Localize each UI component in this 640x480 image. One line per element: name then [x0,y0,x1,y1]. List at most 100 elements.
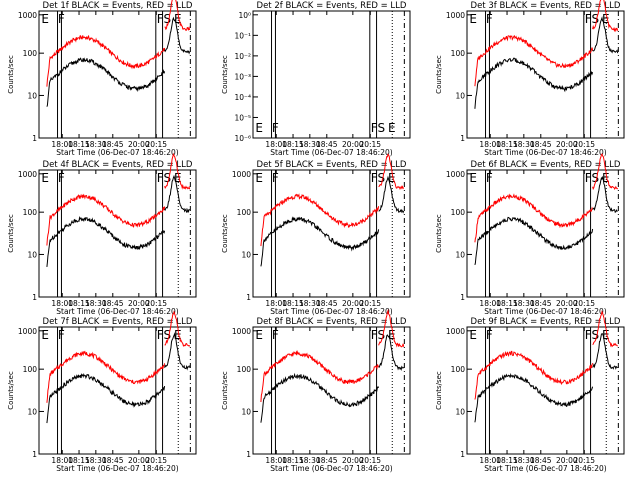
flare-label: FS [157,12,171,26]
plot-frame [466,169,625,298]
events-series-line [378,175,405,214]
lld-series-line [46,350,166,403]
x-tick-label: 20:15 [145,140,167,149]
y-axis-label: Counts/sec [7,55,15,94]
flare-label: F [486,328,493,342]
x-tick-label: 18:15 [68,140,90,149]
y-tick-label: 10 [455,407,465,416]
chart-panel-8: Det 8f BLACK = Events, RED = LLD Counts/s… [221,308,411,473]
flare-label: FS [585,12,599,26]
x-axis-label: Start Time (06-Dec-07 18:46:20) [484,307,606,316]
y-tick-label: 10 [27,407,37,416]
events-series-line [164,332,191,371]
flare-label: E [388,121,396,135]
x-tick-label: 20:15 [573,140,595,149]
x-axis-label: Start Time (06-Dec-07 18:46:20) [56,464,178,473]
chart-panel-3: Det 3f BLACK = Events, RED = LLD Counts/s… [435,0,625,157]
x-tick-label: 18:30 [85,299,107,308]
y-tick-label: 1 [460,450,465,459]
lld-series-line [164,310,191,347]
events-series-line [592,16,619,54]
x-tick-label: 18:30 [513,456,535,465]
flare-label: F [486,12,493,26]
x-tick-label: 18:45 [530,299,552,308]
y-tick-label: 10 [241,250,251,259]
chart-title: Det 9f BLACK = Events, RED = LLD [471,317,621,327]
y-tick-label: 1 [460,293,465,302]
events-series-line [260,372,380,423]
plot-frame [466,326,625,455]
x-tick-label: 20:15 [573,456,595,465]
y-tick-label: 10 [27,91,37,100]
x-tick-label: 20:00 [128,140,150,149]
x-tick-label: 18:30 [299,456,321,465]
lld-series-line [164,0,191,32]
y-tick-label: 100 [451,49,466,58]
x-tick-label: 18:30 [299,140,321,149]
y-axis-label: Counts/sec [7,214,15,253]
chart-panel-5: Det 5f BLACK = Events, RED = LLD Counts/s… [221,153,411,316]
plot-frame [466,10,625,139]
x-tick-label: 18:15 [496,456,518,465]
y-axis-label: Counts/sec [435,371,443,410]
x-tick-label: 20:15 [145,456,167,465]
events-series-line [46,372,166,424]
y-tick-label: 10 [455,250,465,259]
y-tick-label: 10 [241,407,251,416]
x-tick-label: 20:00 [556,140,578,149]
y-tick-label: 1 [246,450,251,459]
x-tick-label: 20:00 [342,299,364,308]
plot-frame [252,10,411,139]
x-tick-label: 18:45 [316,456,338,465]
y-tick-label: 1000 [446,170,465,179]
x-tick-label: 18:45 [530,456,552,465]
y-tick-label: 100 [237,208,252,217]
flare-label: E [255,328,263,342]
y-tick-label: 1000 [18,170,37,179]
x-tick-label: 18:00 [265,299,287,308]
lld-series-line [592,310,618,348]
y-axis-label: Counts/sec [435,214,443,253]
flare-label: F [272,171,279,185]
x-tick-label: 18:45 [102,456,124,465]
plot-frame [38,326,197,455]
y-tick-label: 10⁻³ [234,72,251,81]
flare-label: F [58,328,65,342]
events-series-line [164,16,191,55]
y-tick-label: 10⁻⁵ [234,113,251,122]
x-tick-label: 20:00 [342,140,364,149]
flare-label: E [41,328,49,342]
flare-label: E [388,328,396,342]
chart-title: Det 6f BLACK = Events, RED = LLD [471,160,621,170]
y-tick-label: 100 [451,208,466,217]
flare-label: E [602,12,610,26]
x-tick-label: 20:00 [128,456,150,465]
x-tick-label: 20:15 [145,299,167,308]
chart-title: Det 8f BLACK = Events, RED = LLD [257,317,407,327]
x-tick-label: 18:15 [496,299,518,308]
chart-panel-1: Det 1f BLACK = Events, RED = LLD Counts/s… [7,0,197,157]
x-tick-label: 18:30 [513,299,535,308]
y-tick-label: 1 [32,293,37,302]
y-tick-label: 10 [27,250,37,259]
x-tick-label: 20:00 [556,299,578,308]
x-tick-label: 20:15 [359,140,381,149]
flare-label: E [469,171,477,185]
flare-label: F [58,12,65,26]
flare-label: F [486,171,493,185]
x-tick-label: 18:45 [102,140,124,149]
y-tick-label: 10⁻¹ [234,31,251,40]
chart-title: Det 2f BLACK = Events, RED = LLD [257,1,407,11]
flare-label: FS [371,328,385,342]
lld-series-line [46,34,166,87]
lld-series-line [474,350,594,400]
x-axis-label: Start Time (06-Dec-07 18:46:20) [270,148,392,157]
plot-frame [38,169,197,298]
x-tick-label: 18:30 [85,140,107,149]
y-tick-label: 1000 [18,327,37,336]
x-tick-label: 18:30 [85,456,107,465]
y-tick-label: 10⁻² [234,52,251,61]
flare-label: E [41,12,49,26]
x-tick-label: 18:00 [51,299,73,308]
